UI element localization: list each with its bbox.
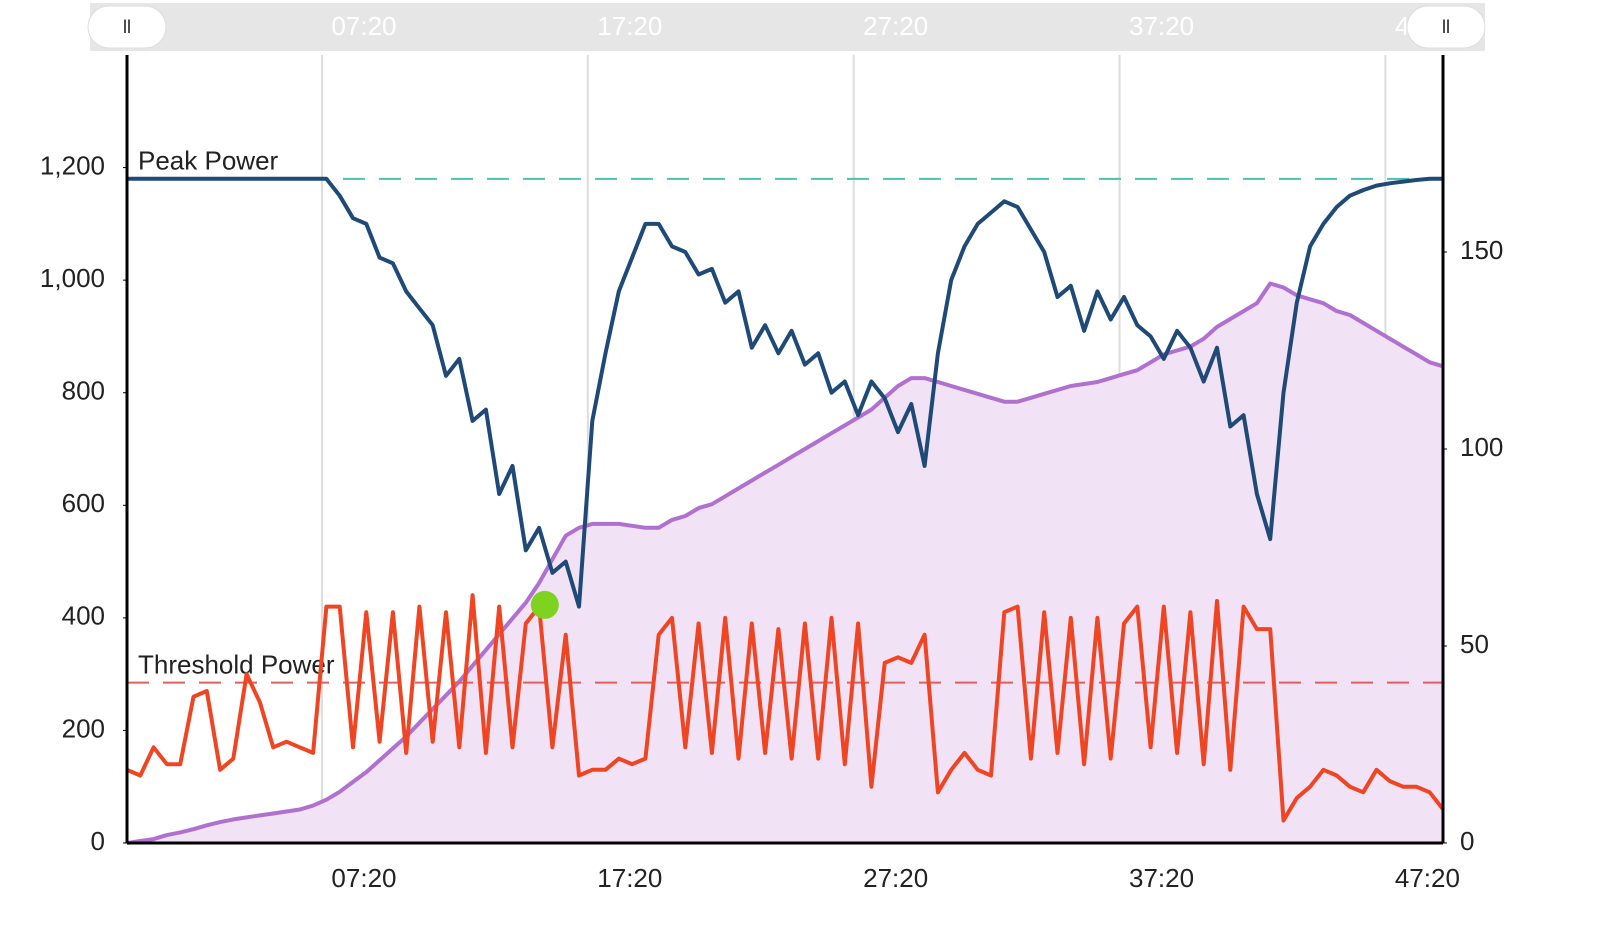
slider-handle[interactable] [87, 5, 167, 49]
series-line [126, 281, 1444, 845]
y2-tick-label: 0 [1460, 826, 1474, 856]
x-tick-label: 37:20 [1129, 863, 1194, 893]
series-line [126, 593, 1445, 823]
y-tick-label: 800 [62, 376, 105, 406]
area [127, 283, 1443, 843]
x-tick-label: 47:20 [1395, 863, 1460, 893]
cursor-marker [530, 590, 559, 619]
y-tick-label: 1,200 [40, 150, 105, 180]
y-tick-label: 400 [62, 601, 105, 631]
handle-icon: ll [1442, 17, 1450, 37]
slider-tick-label: 07:20 [331, 11, 396, 41]
x-tick-label: 17:20 [597, 863, 662, 893]
slider-tick-label: 27:20 [863, 11, 928, 41]
x-tick-label: 27:20 [863, 863, 928, 893]
y-tick-label: 600 [62, 488, 105, 518]
slider-tick-label: 37:20 [1129, 11, 1194, 41]
slider-tick-label: 17:20 [597, 11, 662, 41]
reference-label: Threshold Power [138, 649, 335, 679]
series-line [127, 176, 1443, 609]
y-tick-label: 200 [62, 713, 105, 743]
x-tick-label: 07:20 [331, 863, 396, 893]
range-slider[interactable] [90, 3, 1485, 51]
y-tick-label: 1,000 [40, 263, 105, 293]
slider-handle[interactable] [1406, 5, 1486, 49]
y2-tick-label: 100 [1460, 432, 1503, 462]
handle-icon: ll [123, 17, 131, 37]
y2-tick-label: 50 [1460, 629, 1489, 659]
y-tick-label: 0 [91, 826, 105, 856]
y2-tick-label: 150 [1460, 235, 1503, 265]
reference-label: Peak Power [138, 146, 279, 176]
